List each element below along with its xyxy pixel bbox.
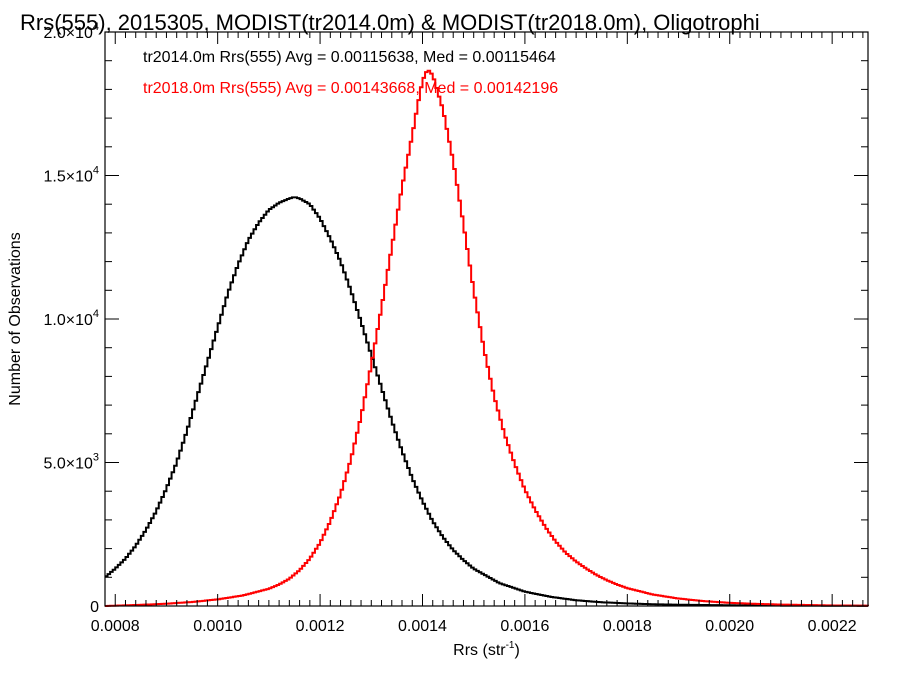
series-layer — [105, 69, 869, 607]
x-tick-label: 0.0012 — [296, 618, 345, 635]
y-axis-label: Number of Observations — [7, 232, 24, 405]
x-tick-label: 0.0008 — [91, 618, 140, 635]
x-tick-label: 0.0022 — [808, 618, 857, 635]
y-tick-label: 0 — [90, 599, 99, 616]
series-0-histogram-line — [105, 196, 869, 607]
ticks-layer: 0.0008 0.0010 0.0012 0.0014 0.0016 0.0018 0.00… — [43, 21, 868, 635]
annotation-tr2014: tr2014.0m Rrs(555) Avg = 0.00115638, Med… — [143, 49, 556, 66]
x-tick-label: 0.0020 — [705, 618, 754, 635]
x-tick-label: 0.0010 — [193, 618, 242, 635]
series-1-histogram-line — [105, 69, 869, 607]
x-tick-label: 0.0016 — [500, 618, 549, 635]
annotation-tr2018: tr2018.0m Rrs(555) Avg = 0.00143668, Med… — [143, 80, 558, 97]
x-tick-label: 0.0018 — [603, 618, 652, 635]
y-tick-label: 5.0×103 — [43, 452, 99, 473]
plot-frame — [104, 31, 869, 607]
y-tick-label: 1.0×104 — [43, 308, 99, 329]
y-tick-label: 1.5×104 — [43, 165, 99, 186]
annotations: tr2014.0m Rrs(555) Avg = 0.00115638, Med… — [143, 49, 558, 97]
x-axis-label: Rrs (str-1) — [453, 640, 520, 659]
x-tick-label: 0.0014 — [398, 618, 447, 635]
y-tick-label: 2.0×104 — [43, 21, 99, 42]
chart-title: Rrs(555), 2015305, MODIST(tr2014.0m) & M… — [20, 10, 760, 35]
